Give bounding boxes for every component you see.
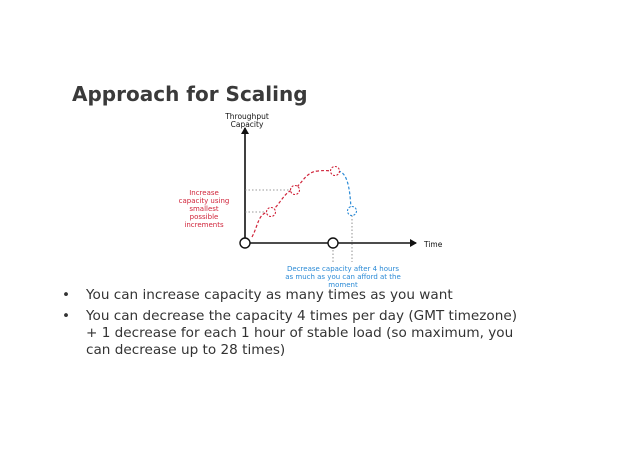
increase-step-marker-2 <box>289 184 301 196</box>
origin-marker <box>239 237 251 249</box>
decrease-curve <box>337 170 352 211</box>
slide-title: Approach for Scaling <box>72 82 308 106</box>
increase-label-line-2: capacity using <box>179 197 230 205</box>
increase-label-line-4: possible <box>190 213 219 221</box>
increase-curve <box>251 169 334 238</box>
decrease-step-marker <box>346 205 358 217</box>
increase-step-marker-3 <box>329 165 341 177</box>
increase-label-line-3: smallest <box>189 205 219 213</box>
increase-label-line-1: Increase <box>189 189 219 197</box>
x-axis-label: Time <box>423 240 443 249</box>
decrease-label-line-1: Decrease capacity after 4 hours <box>287 265 399 273</box>
bullet-list: • You can increase capacity as many time… <box>62 287 582 363</box>
bullet-item-1: • You can increase capacity as many time… <box>62 287 582 304</box>
decrease-label-line-2: as much as you can afford at the <box>285 273 401 281</box>
time-marker <box>327 237 339 249</box>
bullet-text-line: + 1 decrease for each 1 hour of stable l… <box>86 325 514 341</box>
bullet-text-line: can decrease up to 28 times) <box>86 342 286 358</box>
bullet-marker: • <box>62 308 71 324</box>
bullet-text-line: You can increase capacity as many times … <box>86 287 453 303</box>
increase-step-marker-1 <box>265 206 277 218</box>
increase-label-line-5: increments <box>184 221 224 229</box>
bullet-text-line: You can decrease the capacity 4 times pe… <box>86 308 517 324</box>
y-axis-label-line-1: Throughput <box>224 112 269 121</box>
y-axis-label-line-2: Capacity <box>231 120 264 129</box>
bullet-item-2: • You can decrease the capacity 4 times … <box>62 308 582 359</box>
bullet-marker: • <box>62 287 71 303</box>
decrease-label-line-3: moment <box>328 281 358 289</box>
